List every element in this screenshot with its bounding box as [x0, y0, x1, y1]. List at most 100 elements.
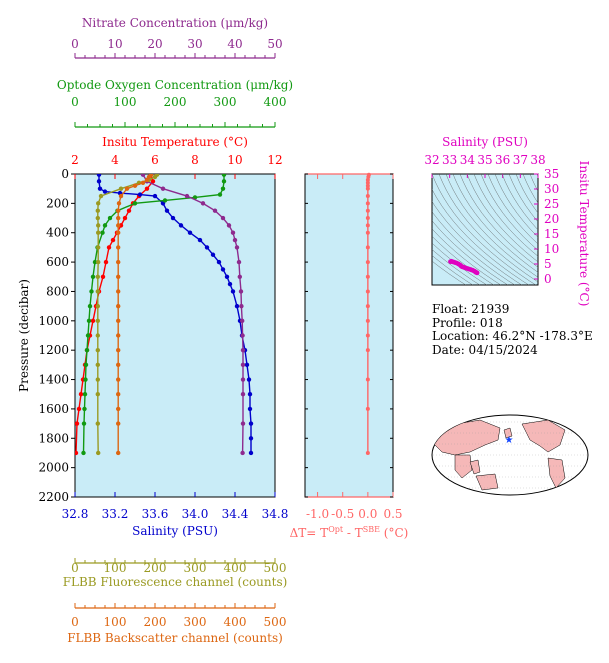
ts-temperature-axis-label: Insitu Temperature (°C)	[577, 161, 591, 307]
ts-density-contour	[459, 174, 538, 268]
salinity-point	[227, 281, 233, 287]
nitrate-point	[240, 333, 245, 338]
nitrate-point	[240, 347, 246, 353]
fluorescence-point	[95, 392, 101, 397]
backscatter-point	[118, 193, 124, 199]
nitrate-tick-label: 50	[267, 37, 282, 51]
pressure-tick-label: 600	[46, 255, 69, 269]
oxygen-point	[100, 230, 105, 235]
oxygen-point	[89, 289, 94, 294]
ts-temperature-tick-label: 10	[544, 242, 559, 256]
temperature-point	[90, 318, 96, 324]
temperature-tick-label: 8	[191, 153, 199, 167]
oxygen-point	[107, 215, 113, 221]
delta-t-point	[365, 201, 370, 206]
ts-density-contour	[432, 174, 537, 285]
salinity-point	[210, 252, 216, 257]
delta-t-axis-label: ΔT= TOpt - TSBE (°C)	[290, 525, 409, 540]
location: Location: 46.2°N -178.3°E	[432, 329, 593, 343]
salinity-point	[152, 193, 158, 199]
delta-t-label-part: Opt	[328, 525, 344, 534]
nitrate-point	[240, 318, 245, 324]
ts-density-contour	[432, 260, 467, 285]
ts-density-contour	[452, 174, 538, 273]
ts-salinity-tick-label: 32	[424, 153, 439, 167]
ts-temperature-tick-label: 0	[544, 272, 552, 286]
oxygen-point	[82, 406, 87, 412]
nitrate-point	[184, 193, 190, 199]
delta-t-point	[365, 183, 370, 188]
pressure-tick-label: 800	[46, 284, 69, 298]
oxygen-point	[81, 450, 86, 456]
pressure-tick-label: 1800	[38, 431, 69, 445]
fluorescence-point	[152, 174, 158, 180]
delta-t-point	[365, 223, 370, 228]
oxygen-point	[132, 201, 138, 206]
ts-density-contour	[432, 228, 502, 285]
backscatter-axis-label: FLBB Backscatter channel (counts)	[67, 631, 283, 645]
pressure-tick-label: 1600	[38, 402, 69, 416]
fluorescence-tick-label: 0	[71, 561, 79, 575]
delta-t-point	[365, 230, 370, 235]
fluorescence-tick-label: 100	[104, 561, 127, 575]
backscatter-point	[116, 230, 121, 235]
salinity-tick-label: 32.8	[62, 507, 89, 521]
ts-density-contour	[508, 174, 538, 223]
nitrate-tick-label: 10	[107, 37, 122, 51]
fluorescence-series-line	[97, 174, 158, 453]
temperature-tick-label: 10	[227, 153, 242, 167]
nitrate-point	[236, 259, 242, 265]
fluorescence-point	[95, 347, 101, 353]
nitrate-point	[232, 237, 238, 243]
backscatter-tick-label: 500	[264, 615, 287, 629]
temperature-point	[75, 450, 79, 456]
salinity-point	[97, 186, 103, 191]
backscatter-tick-label: 400	[224, 615, 247, 629]
backscatter-point	[116, 208, 121, 213]
ts-density-contour	[432, 211, 516, 285]
fluorescence-point	[96, 201, 101, 206]
fluorescence-point	[95, 274, 101, 279]
ts-density-contour	[432, 188, 530, 285]
ts-density-contour	[432, 242, 488, 285]
temperature-point	[78, 392, 84, 397]
profile-number: Profile: 018	[432, 315, 503, 330]
salinity-point	[102, 189, 108, 194]
fluorescence-tick-label: 500	[264, 561, 287, 575]
fluorescence-point	[95, 289, 101, 294]
ts-salinity-axis-label: Salinity (PSU)	[442, 135, 528, 149]
ts-temperature-tick-label: 25	[544, 197, 559, 211]
map-continent	[454, 454, 473, 479]
delta-t-point	[365, 260, 370, 265]
ts-density-contour	[487, 174, 538, 245]
backscatter-point	[116, 274, 121, 279]
fluorescence-point	[95, 215, 101, 221]
nitrate-tick-label: 40	[227, 37, 242, 51]
oxygen-point	[82, 392, 88, 397]
nitrate-axis-label: Nitrate Concentration (μm/kg)	[82, 16, 268, 30]
nitrate-point	[240, 377, 246, 382]
pressure-tick-label: 1000	[38, 314, 69, 328]
delta-t-tick-label: 0.0	[358, 507, 377, 521]
oxygen-point	[84, 347, 90, 353]
oxygen-tick-label: 200	[164, 95, 187, 109]
nitrate-point	[226, 223, 232, 228]
ts-density-contour	[438, 174, 538, 283]
ts-density-contour	[432, 201, 523, 285]
ts-temperature-tick-label: 20	[544, 212, 559, 226]
oxygen-point	[162, 198, 168, 203]
fluorescence-point	[98, 193, 104, 199]
ts-salinity-tick-label: 35	[477, 153, 492, 167]
fluorescence-point	[95, 318, 101, 324]
ts-salinity-tick-label: 37	[513, 153, 528, 167]
nitrate-point	[212, 208, 218, 213]
temperature-point	[100, 274, 106, 279]
ts-density-contour	[494, 174, 538, 238]
salinity-point	[224, 274, 230, 279]
backscatter-tick-label: 0	[71, 615, 79, 629]
salinity-point	[164, 208, 170, 213]
nitrate-point	[230, 230, 236, 235]
salinity-point	[230, 289, 236, 294]
salinity-point	[178, 223, 184, 228]
fluorescence-point	[96, 259, 101, 265]
